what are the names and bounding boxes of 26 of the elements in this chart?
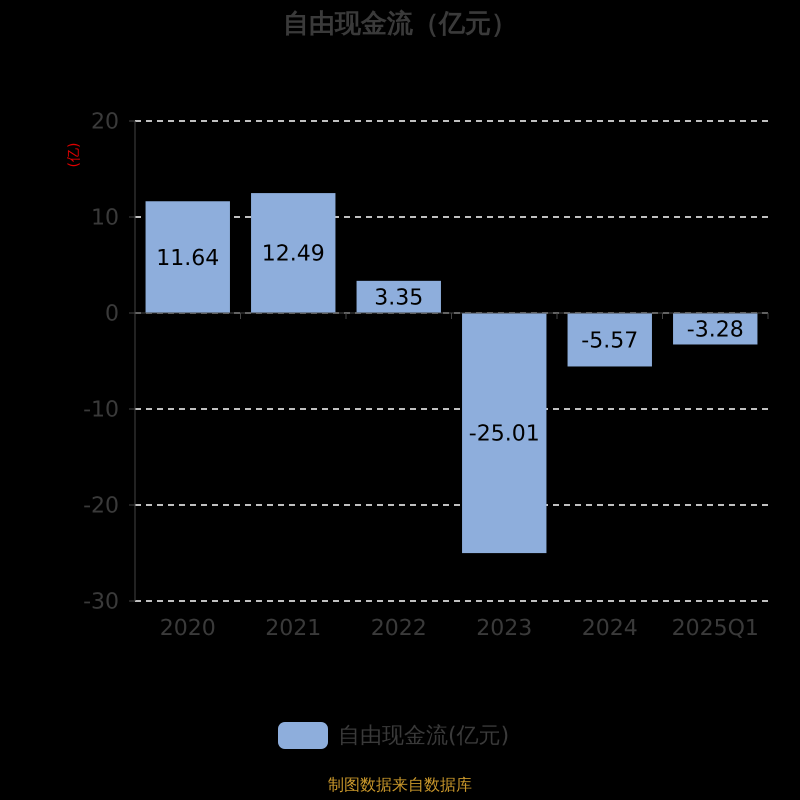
bar (146, 201, 230, 313)
y-tick-label: 10 (91, 206, 119, 231)
chart-title: 自由现金流（亿元） (283, 9, 517, 39)
y-axis-title: (亿) (66, 142, 82, 168)
bar (462, 313, 546, 554)
y-tick-label: -20 (83, 494, 119, 519)
data-label: -25.01 (468, 422, 540, 447)
data-label: 12.49 (262, 242, 325, 267)
y-tick-label: 20 (91, 110, 119, 135)
x-tick-label: 2022 (370, 616, 427, 641)
x-tick-label: 2023 (476, 616, 532, 641)
bar (251, 193, 336, 313)
x-tick-label: 2021 (265, 616, 322, 641)
y-tick-label: -30 (83, 590, 119, 615)
data-label: 3.35 (374, 286, 424, 311)
data-label: -3.28 (686, 317, 744, 342)
data-label: 11.64 (156, 246, 220, 271)
x-tick-label: 2024 (582, 616, 638, 641)
data-label: -5.57 (581, 328, 638, 354)
y-tick-label: 0 (105, 302, 119, 327)
bar (568, 313, 652, 366)
text: 制图数据来自数据库 (328, 775, 472, 794)
x-tick-label: 2025Q1 (672, 616, 759, 641)
legend-label: 自由现金流(亿元) (338, 724, 510, 749)
y-tick-label: -10 (83, 398, 119, 423)
x-tick-label: 2020 (160, 616, 216, 641)
